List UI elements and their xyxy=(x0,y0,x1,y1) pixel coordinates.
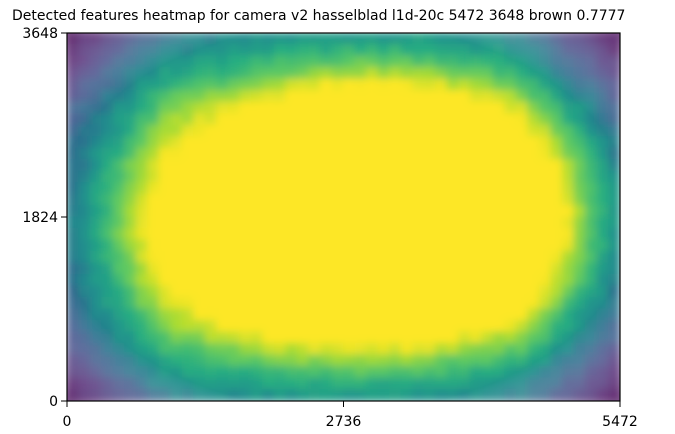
x-axis: 0 2736 5472 xyxy=(63,401,638,430)
y-tick-label: 1824 xyxy=(22,210,58,226)
edge-vignette xyxy=(67,33,620,401)
y-tick-label: 3648 xyxy=(22,26,58,42)
x-tick-label: 0 xyxy=(63,414,72,430)
y-tick-label: 0 xyxy=(49,394,58,410)
chart-title: Detected features heatmap for camera v2 … xyxy=(12,8,625,24)
x-tick-label: 2736 xyxy=(326,414,362,430)
plot-area xyxy=(67,33,620,401)
y-axis: 0 1824 3648 xyxy=(22,26,67,410)
x-tick-label: 5472 xyxy=(602,414,638,430)
